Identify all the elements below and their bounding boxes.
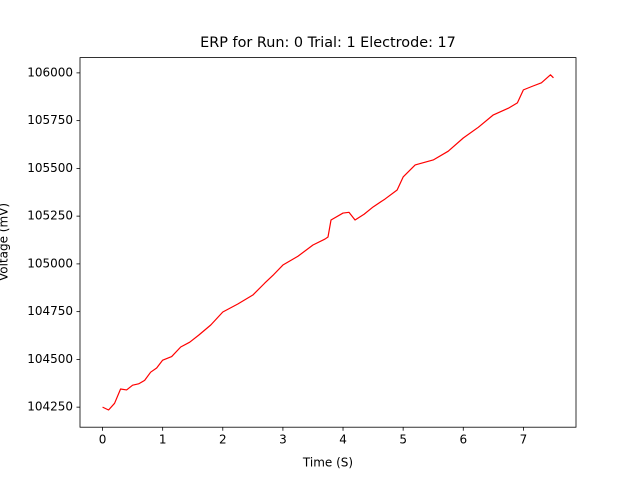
x-tick-label: 3 <box>279 433 287 447</box>
y-tick-label: 105250 <box>27 209 73 223</box>
y-axis-label: Voltage (mV) <box>0 203 11 281</box>
y-tick-label: 104750 <box>27 304 73 318</box>
x-tick-label: 0 <box>99 433 107 447</box>
x-tick-label: 5 <box>399 433 407 447</box>
x-tick-label: 6 <box>459 433 467 447</box>
chart-title: ERP for Run: 0 Trial: 1 Electrode: 17 <box>200 35 456 51</box>
x-tick-label: 7 <box>520 433 528 447</box>
y-tick-label: 104500 <box>27 352 73 366</box>
x-tick-label: 4 <box>339 433 347 447</box>
x-tick-label: 2 <box>219 433 227 447</box>
plot-frame <box>79 57 577 428</box>
y-tick-label: 106000 <box>27 65 73 79</box>
x-tick-label: 1 <box>159 433 167 447</box>
y-tick-label: 105500 <box>27 161 73 175</box>
line <box>102 74 554 411</box>
y-tick-label: 105000 <box>27 256 73 270</box>
x-axis-label: Time (S) <box>302 456 353 470</box>
y-tick-label: 104250 <box>27 400 73 414</box>
y-tick-label: 105750 <box>27 113 73 127</box>
